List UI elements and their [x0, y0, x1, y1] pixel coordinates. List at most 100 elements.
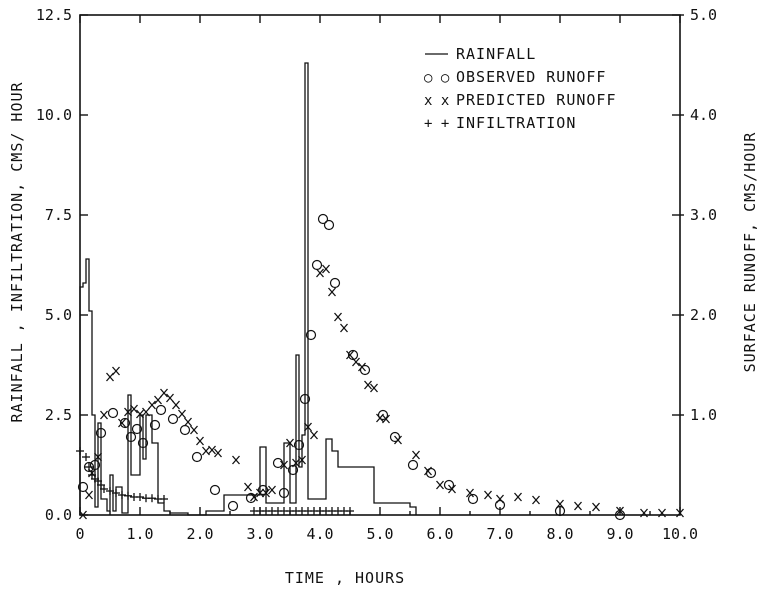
- predicted-runoff-point: [322, 264, 330, 274]
- infiltration-point: [100, 485, 108, 493]
- infiltration-point: [85, 463, 93, 471]
- observed-runoff-point: [95, 427, 107, 439]
- right-y-tick-label: 3.0: [690, 206, 717, 224]
- observed-runoff-point: [407, 459, 419, 471]
- left-y-tick-label: 10.0: [36, 106, 72, 124]
- legend-label: RAINFALL: [456, 45, 536, 63]
- legend-label: PREDICTED RUNOFF: [456, 91, 617, 109]
- predicted-runoff-point: [130, 404, 138, 414]
- observed-runoff-point: [149, 419, 161, 431]
- right-y-axis-ticks: 1.0 2.0 3.0 4.0 5.0: [672, 6, 717, 424]
- legend-glyph: ○ ○: [424, 70, 450, 86]
- predicted-runoff-point: [346, 350, 354, 360]
- observed-runoff-point: [329, 277, 341, 289]
- predicted-runoff-point: [364, 380, 372, 390]
- predicted-runoff-point: [304, 422, 312, 432]
- predicted-runoff-point: [268, 485, 276, 495]
- x-tick-label: 10.0: [662, 525, 698, 543]
- predicted-runoff-point: [256, 488, 264, 498]
- predicted-runoff-point: [250, 492, 258, 502]
- x-tick-label: 0: [75, 525, 84, 543]
- x-tick-label: 2.0: [186, 525, 213, 543]
- observed-runoff-point: [107, 407, 119, 419]
- predicted-runoff-point: [310, 430, 318, 440]
- infiltration-point: [118, 491, 126, 499]
- x-tick-label: 5.0: [366, 525, 393, 543]
- left-y-axis-title: RAINFALL , INFILTRATION, CMS/ HOUR: [8, 81, 26, 422]
- observed-runoff-series: [77, 213, 626, 521]
- x-tick-label: 1.0: [126, 525, 153, 543]
- predicted-runoff-point: [496, 494, 504, 504]
- predicted-runoff-point: [574, 501, 582, 511]
- infiltration-point: [160, 495, 168, 503]
- legend-glyph: x x: [424, 93, 449, 109]
- predicted-runoff-point: [79, 510, 87, 520]
- right-y-axis-title: SURFACE RUNOFF, CMS/HOUR: [741, 132, 759, 373]
- predicted-runoff-point: [382, 414, 390, 424]
- predicted-runoff-point: [334, 312, 342, 322]
- predicted-runoff-point: [484, 490, 492, 500]
- observed-runoff-point: [155, 404, 167, 416]
- observed-runoff-point: [554, 505, 566, 517]
- legend-entry-rainfall: RAINFALL: [425, 45, 536, 63]
- observed-runoff-point: [467, 493, 479, 505]
- x-tick-label: 8.0: [546, 525, 573, 543]
- infiltration-series: [76, 447, 354, 515]
- predicted-runoff-point: [148, 400, 156, 410]
- observed-runoff-point: [359, 364, 371, 376]
- predicted-runoff-point: [640, 508, 648, 518]
- legend-entry-infiltration: + + INFILTRATION: [424, 114, 575, 132]
- predicted-runoff-point: [262, 488, 270, 498]
- rainfall-series: [79, 62, 417, 516]
- predicted-runoff-point: [166, 393, 174, 403]
- legend-entry-predicted: x x PREDICTED RUNOFF: [424, 91, 617, 109]
- predicted-runoff-point: [412, 450, 420, 460]
- infiltration-point: [346, 507, 354, 515]
- rainfall-step-line: [79, 62, 417, 516]
- predicted-runoff-point: [424, 466, 432, 476]
- infiltration-point: [148, 494, 156, 503]
- predicted-runoff-point: [298, 455, 306, 465]
- observed-runoff-point: [191, 451, 203, 463]
- predicted-runoff-point: [286, 438, 294, 448]
- infiltration-point: [76, 447, 84, 455]
- predicted-runoff-point: [532, 495, 540, 505]
- x-tick-label: 3.0: [246, 525, 273, 543]
- predicted-runoff-point: [124, 407, 132, 417]
- legend-entry-observed: ○ ○ OBSERVED RUNOFF: [424, 68, 605, 86]
- predicted-runoff-point: [154, 395, 162, 405]
- left-y-tick-label: 2.5: [45, 406, 72, 424]
- predicted-runoff-point: [280, 460, 288, 470]
- observed-runoff-point: [299, 393, 311, 405]
- predicted-runoff-point: [448, 484, 456, 494]
- predicted-runoff-point: [232, 455, 240, 465]
- legend: RAINFALL ○ ○ OBSERVED RUNOFF x x PREDICTED R…: [424, 45, 617, 132]
- right-y-tick-label: 4.0: [690, 106, 717, 124]
- predicted-runoff-point: [466, 488, 474, 498]
- predicted-runoff-point: [244, 482, 252, 492]
- predicted-runoff-series: [79, 264, 684, 520]
- predicted-runoff-point: [172, 400, 180, 410]
- observed-runoff-point: [272, 457, 284, 469]
- left-y-tick-label: 12.5: [36, 6, 72, 24]
- predicted-runoff-point: [676, 508, 684, 518]
- observed-runoff-point: [209, 484, 221, 496]
- observed-runoff-point: [119, 417, 131, 429]
- plot-border: [79, 14, 681, 516]
- observed-runoff-point: [137, 437, 149, 449]
- predicted-runoff-point: [85, 490, 93, 500]
- predicted-runoff-point: [184, 417, 192, 427]
- x-tick-label: 6.0: [426, 525, 453, 543]
- observed-runoff-point: [257, 484, 269, 496]
- infiltration-point: [106, 487, 114, 495]
- predicted-runoff-point: [592, 502, 600, 512]
- right-y-tick-label: 2.0: [690, 306, 717, 324]
- observed-runoff-point: [323, 219, 335, 231]
- x-axis-title: TIME , HOURS: [285, 569, 405, 587]
- predicted-runoff-point: [394, 435, 402, 445]
- predicted-runoff-point: [142, 407, 150, 417]
- infiltration-point: [82, 453, 90, 461]
- predicted-runoff-point: [514, 492, 522, 502]
- observed-runoff-point: [278, 487, 290, 499]
